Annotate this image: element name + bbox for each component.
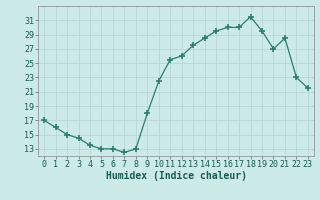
X-axis label: Humidex (Indice chaleur): Humidex (Indice chaleur): [106, 171, 246, 181]
